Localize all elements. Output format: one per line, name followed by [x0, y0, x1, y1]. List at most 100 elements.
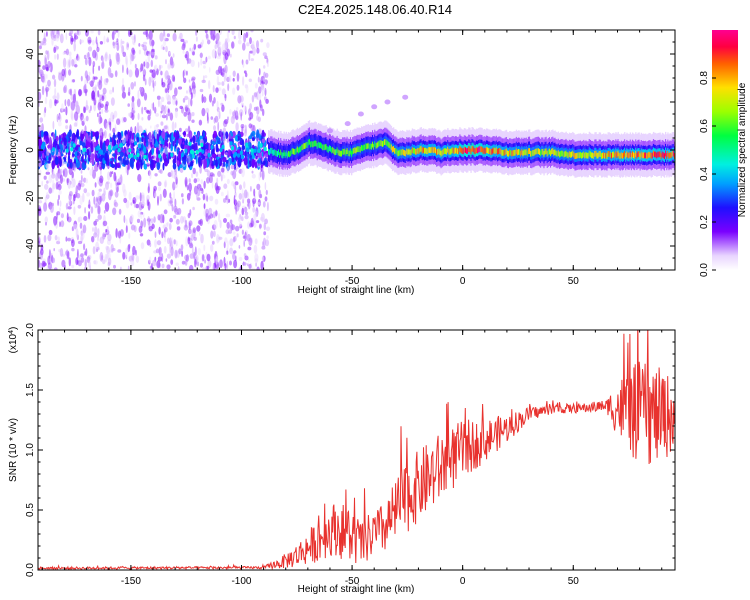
spectrogram-ridge-cell [495, 147, 498, 154]
spectrogram-noise-blob [47, 234, 52, 242]
spectrogram-ridge-cell [301, 144, 303, 151]
spectrogram-ridge-cell [492, 147, 494, 154]
spectrogram-noise-blob [243, 105, 247, 112]
spectrogram-noise-blob [94, 90, 97, 101]
spectrogram-ridge-cell [268, 148, 270, 155]
spectrogram-noise-blob [200, 57, 203, 66]
spectrogram-noise-blob [77, 248, 79, 259]
spectrogram-noise-blob [141, 142, 144, 152]
spectrogram-noise-blob [233, 199, 238, 207]
spectrogram-noise-blob [178, 150, 181, 160]
spectrogram-noise-blob [73, 194, 76, 202]
spectrogram-noise-blob [56, 240, 61, 245]
spectrogram-ridge-cell [578, 152, 581, 159]
spectrogram-noise-blob [87, 167, 90, 171]
spectrogram-noise-blob [212, 211, 216, 219]
spectrogram-noise-blob [128, 86, 131, 97]
spectrogram-ridge-cell [404, 150, 406, 156]
spectrogram-noise-blob [241, 216, 244, 222]
spectrogram-noise-blob [205, 56, 208, 63]
spectrogram-noise-blob [132, 197, 137, 204]
spectrogram-noise-blob [200, 233, 204, 244]
spectrogram-noise-blob [45, 192, 49, 200]
spectrogram-noise-blob [244, 231, 247, 242]
spectrogram-noise-blob [90, 30, 94, 34]
spectrogram-ridge-cell [283, 150, 285, 157]
spectrogram-noise-blob [204, 168, 209, 173]
spectrogram-ridge-cell [362, 145, 364, 152]
spectrogram-noise-blob [127, 112, 132, 117]
spectrogram-noise-blob [188, 88, 191, 95]
spectrogram-core-blob [107, 144, 112, 150]
spectrogram-noise-blob [186, 192, 191, 201]
spectrogram-noise-blob [144, 78, 147, 86]
spectrogram-noise-blob [184, 254, 188, 261]
spectrogram-noise-blob [266, 42, 270, 49]
spectrogram-ridge-cell [595, 150, 597, 157]
spectrogram-noise-blob [248, 141, 251, 149]
spectrogram-noise-blob [161, 231, 164, 239]
spectrogram-noise-blob [238, 216, 241, 222]
spectrogram-noise-blob [188, 220, 193, 227]
spectrogram-noise-blob [51, 257, 56, 264]
spectrogram-noise-blob [108, 150, 111, 156]
spectrogram-ridge-cell [318, 142, 321, 149]
spectrogram-xlabel: Height of straight line (km) [298, 285, 415, 296]
spectrogram-noise-blob [61, 68, 65, 77]
spectrogram-noise-blob [250, 58, 255, 62]
spectrogram-ridge-cell [287, 150, 290, 157]
spectrogram-noise-blob [139, 192, 142, 202]
spectrogram-noise-blob [121, 135, 126, 145]
spectrogram-noise-blob [230, 115, 235, 125]
spectrogram-noise-blob [193, 236, 197, 241]
spectrogram-noise-blob [211, 49, 216, 59]
spectrogram-noise-blob [65, 125, 69, 130]
spectrogram-noise-blob [183, 111, 187, 117]
spectrogram-ridge-cell [452, 147, 455, 154]
x-tick-label: 50 [568, 576, 580, 587]
spectrogram-noise-blob [70, 101, 76, 111]
spectrogram-noise-blob [54, 129, 57, 140]
spectrogram-ridge-cell [540, 150, 542, 157]
spectrogram-noise-blob [77, 141, 81, 146]
spectrogram-ridge-cell [536, 148, 539, 155]
spectrogram-noise-blob [83, 188, 88, 194]
spectrogram-noise-blob [258, 86, 262, 94]
y-tick-label: 0.5 [25, 503, 36, 517]
spectrogram-noise-blob [59, 200, 62, 207]
spectrogram-ridge-cell [630, 152, 633, 159]
spectrogram-noise-blob [220, 191, 224, 197]
spectrogram-noise-blob [170, 259, 174, 265]
spectrogram-noise-blob [98, 188, 102, 192]
spectrogram-ridge-cell [596, 152, 598, 159]
spectrogram-noise-blob [81, 142, 86, 148]
spectrogram-noise-blob [245, 31, 249, 39]
spectrogram-ridge-cell [564, 151, 566, 158]
spectrogram-ridge-cell [619, 153, 622, 160]
spectrogram-noise-blob [203, 65, 206, 69]
spectrogram-ridge-cell [385, 139, 387, 145]
spectrogram-ridge-cell [439, 149, 441, 156]
spectrogram-noise-blob [263, 160, 266, 165]
spectrogram-noise-blob [105, 138, 110, 147]
spectrogram-noise-blob [202, 60, 206, 65]
spectrogram-ridge-cell [429, 147, 431, 154]
spectrogram-noise-blob [174, 198, 177, 207]
spectrogram-ridge-cell [431, 146, 434, 153]
spectrogram-noise-blob [53, 46, 57, 54]
spectrogram-ridge-cell [307, 139, 310, 146]
spectrogram-noise-blob [47, 79, 51, 87]
spectrogram-noise-blob [95, 157, 100, 162]
spectrogram-noise-blob [152, 79, 155, 89]
spectrogram-noise-blob [45, 87, 50, 92]
spectrogram-noise-blob [117, 249, 122, 253]
spectrogram-noise-blob [87, 51, 90, 60]
spectrogram-ridge-cell [647, 152, 649, 159]
spectrogram-noise-blob [156, 240, 162, 246]
spectrogram-noise-blob [71, 247, 75, 252]
spectrogram-noise-blob [98, 111, 102, 115]
spectrogram-ridge-cell [383, 140, 385, 147]
spectrogram-noise-blob [229, 219, 233, 224]
spectrogram-noise-blob [147, 114, 151, 121]
spectrogram-ridge-cell [579, 152, 582, 158]
